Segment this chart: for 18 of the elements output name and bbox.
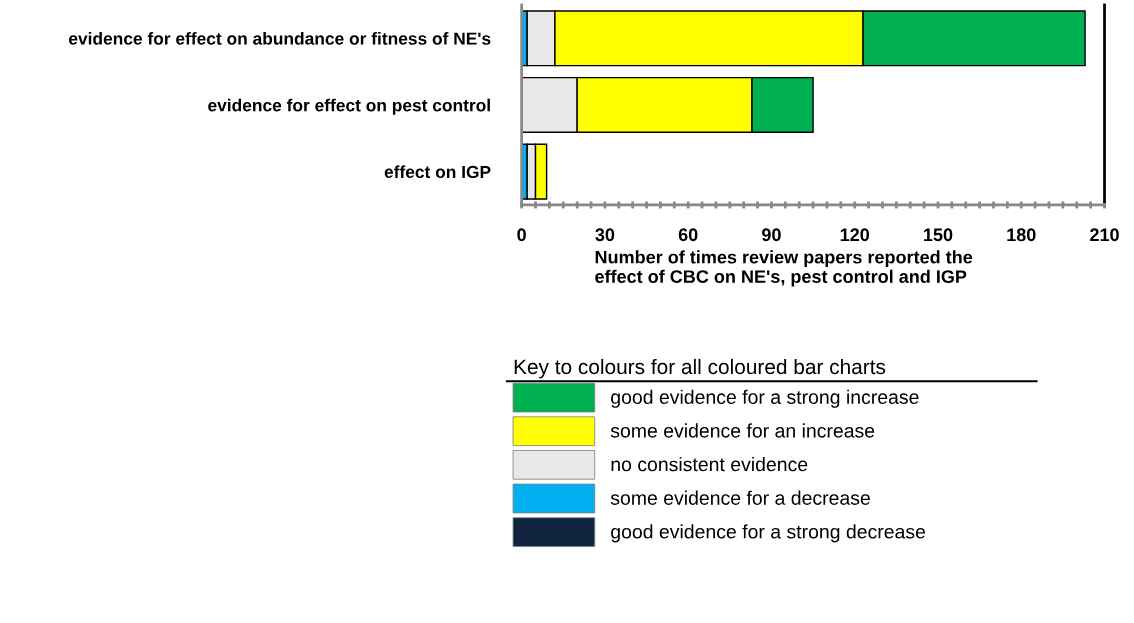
legend-label: some evidence for a decrease: [610, 490, 870, 505]
y-tick-label: evidence for effect on abundance or fitness of NE's: [68, 32, 491, 45]
x-tick-label: 30: [595, 228, 615, 242]
x-tick-label: 180: [1007, 228, 1036, 242]
legend-label: good evidence for a strong increase: [611, 389, 919, 408]
x-tick-label: 90: [762, 228, 781, 242]
x-tick-label: 60: [678, 228, 698, 242]
legend-label: good evidence for a strong decrease: [611, 524, 926, 543]
x-tick-label: 210: [1090, 228, 1119, 242]
legend-label: some evidence for an increase: [610, 423, 875, 438]
legend-label: no consistent evidence: [611, 456, 808, 472]
x-tick-label: 0: [517, 228, 526, 242]
x-tick-label: 120: [840, 228, 870, 242]
legend-title: Key to colours for all coloured bar charts: [514, 358, 886, 379]
x-tick-label: 150: [924, 228, 953, 242]
y-tick-label: effect on IGP: [384, 165, 491, 179]
x-axis-title: Number of times review papers reported the effect of CBC on NE's, pest control and IGP: [595, 250, 973, 287]
y-tick-label: evidence for effect on pest control: [208, 98, 490, 115]
